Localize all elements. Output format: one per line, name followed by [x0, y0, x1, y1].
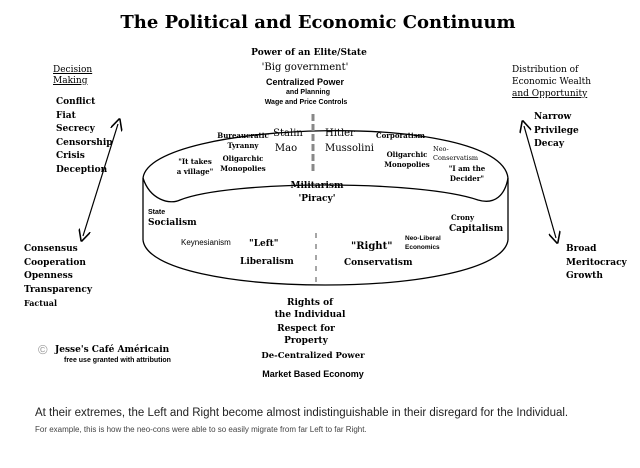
left-bottom-item: Openness: [24, 271, 73, 281]
right-top-item: Privilege: [534, 125, 579, 136]
right-bottom-item: Broad: [566, 244, 597, 254]
left-top-item: Deception: [56, 164, 108, 175]
neo-conservatism: Neo- Conservatism: [433, 145, 478, 163]
bottom-axis-decentralized: De-Centralized Power: [261, 351, 365, 361]
label-line: Oligarchic: [386, 150, 428, 159]
stalin-label: Stalin: [273, 128, 303, 139]
label-line: the Individual: [274, 310, 346, 320]
left-top-item: Fiat: [56, 110, 76, 121]
piracy-label: 'Piracy': [298, 194, 336, 204]
cylinder-top-front-arc: [142, 177, 509, 203]
right-top-item: Decay: [534, 139, 565, 149]
left-bottom-item: Consensus: [24, 244, 78, 254]
neo-liberal-economics: Neo-Liberal Economics: [405, 234, 441, 252]
it-takes-a-village: "It takes a village": [177, 157, 214, 177]
label-line: Tyranny: [227, 141, 259, 150]
quote-line: "I am the: [448, 164, 486, 173]
label-line: Rights of: [287, 298, 333, 308]
top-axis-line1: Power of an Elite/State: [251, 48, 367, 58]
keynesianism-label: Keynesianism: [181, 238, 231, 247]
militarism-label: Militarism: [290, 181, 344, 191]
right-arrow: [524, 126, 556, 238]
corporatism-label: Corporatism: [376, 131, 425, 140]
right-bottom-list: Broad Meritocracy Growth: [566, 243, 627, 284]
quote-line: "It takes: [178, 157, 212, 166]
left-label: "Left": [249, 239, 279, 249]
mao-label: Mao: [274, 143, 298, 154]
bottom-axis-market: Market Based Economy: [262, 369, 364, 379]
liberalism-label: Liberalism: [240, 257, 294, 267]
socialism-label: Socialism: [148, 218, 197, 228]
left-bottom-item: Factual: [24, 298, 58, 308]
left-top-item: Secrecy: [56, 124, 95, 134]
right-heading-1: Distribution of: [512, 65, 579, 75]
label-line: Bureaucratic: [217, 131, 269, 140]
credit-name: Jesse's Café Américain: [55, 345, 170, 355]
left-top-item: Censorship: [56, 137, 113, 148]
caption-sub: For example, this is how the neo-cons we…: [35, 425, 367, 434]
i-am-the-decider: "I am the Decider": [449, 164, 486, 184]
label-line: Respect for: [277, 324, 335, 334]
right-label: "Right": [351, 241, 393, 252]
left-bottom-item: Cooperation: [24, 257, 86, 268]
right-heading-2: Economic Wealth: [512, 77, 592, 87]
quote-line: Decider": [449, 174, 485, 183]
left-top-item: Conflict: [56, 97, 96, 107]
right-heading-3: and Opportunity: [512, 89, 588, 99]
crony-label: Crony: [451, 213, 475, 222]
caption-main: At their extremes, the Left and Right be…: [35, 407, 569, 419]
left-top-list: Conflict Fiat Secrecy Censorship Crisis …: [56, 96, 113, 177]
bottom-axis-property: Respect for Property: [277, 323, 335, 347]
right-top-item: Narrow: [534, 112, 572, 122]
top-axis-line3: Centralized Power: [265, 77, 345, 87]
left-bottom-item: Transparency: [24, 284, 93, 295]
top-axis-line2: 'Big government': [261, 62, 349, 73]
left-arrow: [83, 124, 118, 236]
copyright-icon: ©: [38, 342, 48, 357]
label-line: Monopolies: [220, 164, 266, 173]
right-top-list: Narrow Privilege Decay: [534, 111, 579, 152]
state-label: State: [148, 209, 166, 216]
capitalism-label: Capitalism: [449, 224, 504, 234]
oligarchic-monopolies-left: Oligarchic Monopolies: [220, 154, 265, 174]
left-heading-2: Making: [53, 76, 88, 86]
label-line: Economics: [405, 244, 440, 251]
label-line: Neo-: [433, 145, 449, 153]
cylinder-bottom-arc: [142, 239, 509, 286]
left-bottom-list: Consensus Cooperation Openness Transpare…: [24, 243, 92, 311]
label-line: Oligarchic: [222, 154, 264, 163]
mussolini-label: Mussolini: [325, 143, 374, 154]
bottom-axis-rights: Rights of the Individual: [275, 297, 346, 321]
right-bottom-item: Growth: [566, 271, 603, 281]
oligarchic-monopolies-right: Oligarchic Monopolies: [384, 150, 429, 170]
hitler-label: Hitler: [325, 128, 355, 139]
conservatism-label: Conservatism: [344, 258, 413, 268]
top-axis-line4: and Planning: [286, 89, 330, 96]
left-top-item: Crisis: [56, 151, 85, 161]
label-line: Property: [284, 336, 328, 346]
credit-note: free use granted with attribution: [64, 357, 171, 364]
quote-line: a village": [176, 167, 214, 176]
right-bottom-item: Meritocracy: [566, 257, 627, 268]
bureaucratic-tyranny: Bureaucratic Tyranny: [217, 131, 268, 151]
label-line: Neo-Liberal: [405, 235, 441, 242]
diagram-title: The Political and Economic Continuum: [120, 12, 516, 33]
left-heading-1: Decision: [53, 65, 93, 75]
label-line: Conservatism: [433, 154, 479, 162]
label-line: Monopolies: [384, 160, 430, 169]
top-axis-line5: Wage and Price Controls: [264, 99, 348, 106]
cylinder-top-back-arc: [142, 130, 509, 179]
